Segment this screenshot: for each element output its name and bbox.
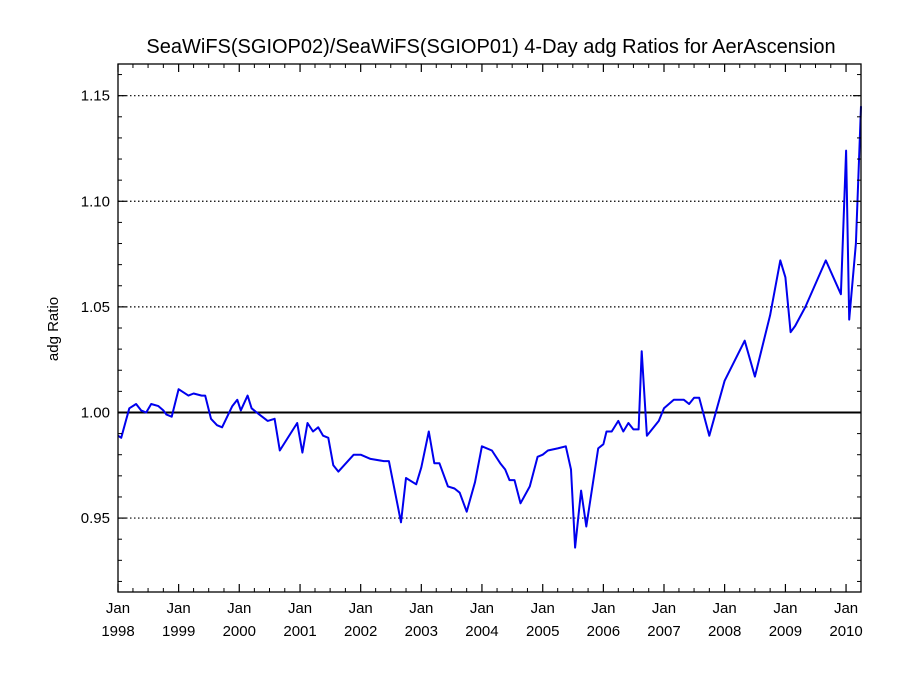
y-tick-label: 1.05 <box>81 299 110 316</box>
x-tick-month: Jan <box>713 600 737 617</box>
chart-title: SeaWiFS(SGIOP02)/SeaWiFS(SGIOP01) 4-Day … <box>146 36 835 58</box>
x-tick-month: Jan <box>227 600 251 617</box>
x-tick-year: 1999 <box>162 623 195 640</box>
y-tick-label: 0.95 <box>81 510 110 527</box>
x-tick-year: 2001 <box>283 623 316 640</box>
x-tick-month: Jan <box>834 600 858 617</box>
x-tick-month: Jan <box>531 600 555 617</box>
x-tick-year: 2007 <box>647 623 680 640</box>
x-tick-month: Jan <box>773 600 797 617</box>
x-tick-month: Jan <box>470 600 494 617</box>
x-tick-year: 2003 <box>405 623 438 640</box>
grid-lines <box>118 95 861 519</box>
series-line <box>117 106 862 549</box>
x-tick-year: 2006 <box>587 623 620 640</box>
y-ticks: 0.95 1.00 1.05 1.10 1.15 <box>81 74 861 582</box>
x-tick-month: Jan <box>349 600 373 617</box>
y-axis-label: adg Ratio <box>45 297 62 361</box>
x-tick-year: 2000 <box>223 623 256 640</box>
y-tick-label: 1.10 <box>81 193 110 210</box>
x-tick-year: 2005 <box>526 623 559 640</box>
x-tick-month: Jan <box>409 600 433 617</box>
y-tick-label: 1.15 <box>81 88 110 105</box>
series-group <box>117 106 862 549</box>
x-tick-year: 2008 <box>708 623 741 640</box>
x-tick-month: Jan <box>167 600 191 617</box>
plot-frame <box>117 63 862 593</box>
x-tick-month: Jan <box>652 600 676 617</box>
x-tick-year: 2010 <box>829 623 862 640</box>
x-tick-year: 2004 <box>465 623 498 640</box>
x-ticks: Jan 1998 Jan 1999 Jan 2000 Jan 2001 Jan 2002 Jan 20… <box>101 64 863 640</box>
x-tick-month: Jan <box>288 600 312 617</box>
x-tick-year: 2002 <box>344 623 377 640</box>
x-tick-year: 1998 <box>101 623 134 640</box>
x-tick-year: 2009 <box>769 623 802 640</box>
y-tick-label: 1.00 <box>81 404 110 421</box>
x-tick-month: Jan <box>106 600 130 617</box>
x-tick-month: Jan <box>591 600 615 617</box>
